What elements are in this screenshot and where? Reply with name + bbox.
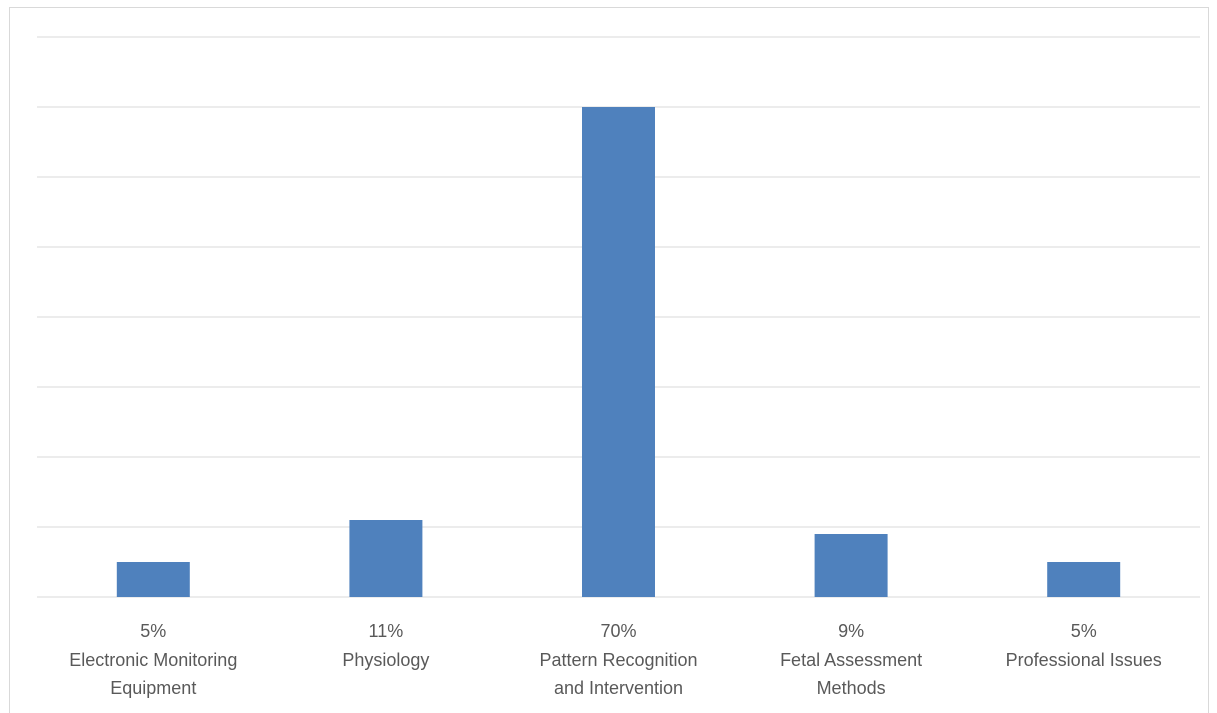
x-tick-label: Physiology [342, 650, 429, 670]
bar [116, 562, 190, 597]
x-tick-label: Electronic Monitoring [69, 650, 237, 670]
value-label: 5% [1071, 621, 1097, 641]
x-tick-label: and Intervention [554, 678, 683, 698]
value-label: 5% [140, 621, 166, 641]
value-label: 9% [838, 621, 864, 641]
x-tick-label: Fetal Assessment [780, 650, 922, 670]
chart-frame [9, 7, 1209, 713]
x-tick-label: Equipment [110, 678, 196, 698]
x-tick-label: Professional Issues [1006, 650, 1162, 670]
x-tick-label: Pattern Recognition [539, 650, 697, 670]
value-label: 70% [600, 621, 636, 641]
x-tick-label: Methods [817, 678, 886, 698]
value-label: 11% [369, 621, 404, 641]
bar [582, 107, 655, 597]
bar [349, 520, 423, 597]
bar [814, 534, 888, 597]
bar [1047, 562, 1121, 597]
